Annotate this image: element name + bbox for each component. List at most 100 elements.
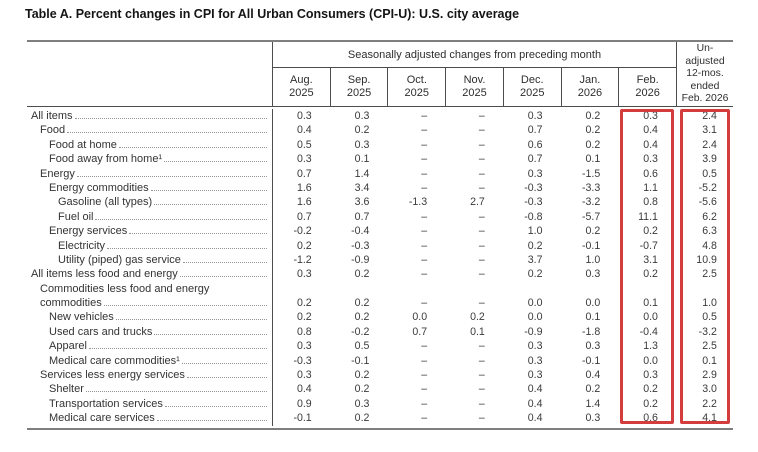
value-cell: -0.9 (351, 253, 370, 266)
value-cell: -0.7 (639, 239, 658, 252)
value-cell: – (478, 253, 485, 266)
value-cell: – (421, 225, 428, 238)
value-cell: 0.4 (296, 383, 312, 396)
value-cell: – (421, 340, 428, 353)
value-cell: – (478, 297, 485, 310)
value-cell: – (478, 354, 485, 367)
row-label-text: Medical care commodities¹ (49, 354, 180, 367)
value-cell: 0.2 (585, 124, 601, 137)
value-cell: 0.0 (643, 354, 658, 367)
value-cell: -0.2 (351, 325, 370, 338)
row-label-line2: Food away from home¹ (49, 152, 269, 166)
table-row: Utility (piped) gas service -1.2 -0.9 – – 3.7… (27, 252, 733, 268)
table-row: Shelter 0.4 0.2 – – 0.4 0.2 0.2 3.0 (27, 382, 733, 397)
table-title: Table A. Percent changes in CPI for All … (25, 7, 520, 21)
value-cell: -0.3 (524, 196, 543, 209)
row-label-text: commodities (40, 297, 102, 310)
value-cell: – (421, 253, 428, 266)
row-label-line2: Medical care services (49, 411, 269, 425)
row-label-line2: Food at home (49, 138, 269, 152)
unadjusted-value-cell: 2.9 (702, 369, 717, 382)
row-label: Used cars and trucks (27, 324, 273, 340)
row-label-line2: Fuel oil (58, 210, 269, 224)
value-cell: 3.1 (643, 253, 658, 266)
row-label: Electricity (27, 238, 273, 253)
row-label-line2: Energy (40, 167, 269, 181)
unadjusted-header-line: 12-mos. (686, 68, 724, 79)
unadjusted-column-highlight-box (680, 109, 730, 424)
value-cell: – (478, 369, 485, 382)
unadjusted-column-header: Un-adjusted 12-mos. ended Feb. 2026 (677, 42, 733, 106)
row-label-text: Shelter (49, 383, 84, 396)
value-cell: 0.3 (296, 340, 312, 353)
value-cell: 0.2 (643, 397, 658, 410)
value-cell: 0.2 (585, 109, 601, 122)
month-label: Feb. (636, 74, 659, 86)
row-label: Medical care commodities¹ (27, 353, 273, 369)
row-label-line2: Used cars and trucks (49, 325, 269, 339)
month-label: Oct. (406, 74, 427, 86)
value-cell: 0.7 (412, 325, 428, 338)
unadjusted-header-line: Un- (696, 43, 714, 54)
column-header-aug-2025: Aug. 2025 (273, 68, 331, 106)
value-cell: -1.3 (408, 196, 428, 209)
row-label: All items (27, 109, 273, 124)
year-label: 2025 (289, 87, 314, 99)
value-cell: 0.3 (585, 268, 601, 281)
spanner-header: Seasonally adjusted changes from precedi… (273, 42, 676, 68)
row-label-line1: Commodities less food and energy (40, 282, 210, 295)
row-label-line2: Utility (piped) gas service (58, 253, 269, 267)
unadjusted-value-cell: 2.5 (702, 340, 717, 353)
value-cell: 0.2 (643, 225, 658, 238)
value-cell: – (478, 124, 485, 137)
value-cell: 0.3 (643, 369, 658, 382)
value-cell: 0.0 (527, 311, 543, 324)
value-cell: – (421, 167, 428, 180)
row-label-text: Energy services (49, 225, 128, 238)
value-cell: 0.1 (585, 311, 601, 324)
table-row: All items 0.3 0.3 – – 0.3 0.2 0.3 2.4 (27, 109, 733, 124)
value-cell: 3.7 (527, 253, 543, 266)
stub-header-cell (27, 42, 273, 106)
value-cell: -0.1 (293, 412, 312, 425)
row-label-line2: Electricity (58, 239, 269, 253)
value-cell: 0.2 (296, 311, 312, 324)
value-cell: – (478, 239, 485, 252)
value-cell: 0.2 (585, 225, 601, 238)
row-label-text: All items (31, 109, 73, 122)
value-cell: -0.3 (293, 354, 312, 367)
unadjusted-value-cell: 3.0 (702, 383, 717, 396)
value-cell: -5.7 (581, 210, 601, 223)
unadjusted-value-cell: -5.6 (698, 196, 717, 209)
value-cell: 0.2 (354, 124, 370, 137)
value-cell: 0.3 (296, 369, 312, 382)
value-cell: 0.6 (527, 138, 543, 151)
row-label: Gasoline (all types) (27, 195, 273, 210)
leader-dots (107, 247, 267, 249)
year-label: 2025 (346, 87, 372, 99)
row-label-text: Gasoline (all types) (58, 196, 153, 209)
column-header-nov-2025: Nov. 2025 (446, 68, 504, 106)
month-label: Sep. (347, 74, 371, 86)
value-cell: 0.0 (527, 297, 543, 310)
value-cell: 0.3 (527, 369, 543, 382)
value-cell: 0.7 (296, 210, 312, 223)
row-label-line2: commodities (40, 296, 269, 310)
row-label-text: All items less food and energy (31, 268, 178, 281)
table-row: Energy 0.7 1.4 – – 0.3 -1.5 0.6 0.5 (27, 166, 733, 181)
value-cell: 0.4 (296, 124, 312, 137)
unadjusted-value-cell: 1.0 (702, 297, 717, 310)
table-row: All items less food and energy 0.3 0.2 – – 0.… (27, 267, 733, 282)
value-cell: 0.4 (527, 397, 543, 410)
column-header-feb-2026: Feb. 2026 (619, 68, 676, 106)
leader-dots (88, 348, 267, 350)
value-cell: 0.3 (527, 109, 543, 122)
table-header: Seasonally adjusted changes from precedi… (27, 42, 733, 107)
value-cell: 1.0 (527, 225, 543, 238)
value-cell: – (421, 397, 428, 410)
value-cell: – (478, 153, 485, 166)
unadjusted-value-cell: 4.8 (702, 239, 717, 252)
row-label-line2: New vehicles (49, 310, 269, 324)
value-cell: 0.2 (527, 239, 543, 252)
